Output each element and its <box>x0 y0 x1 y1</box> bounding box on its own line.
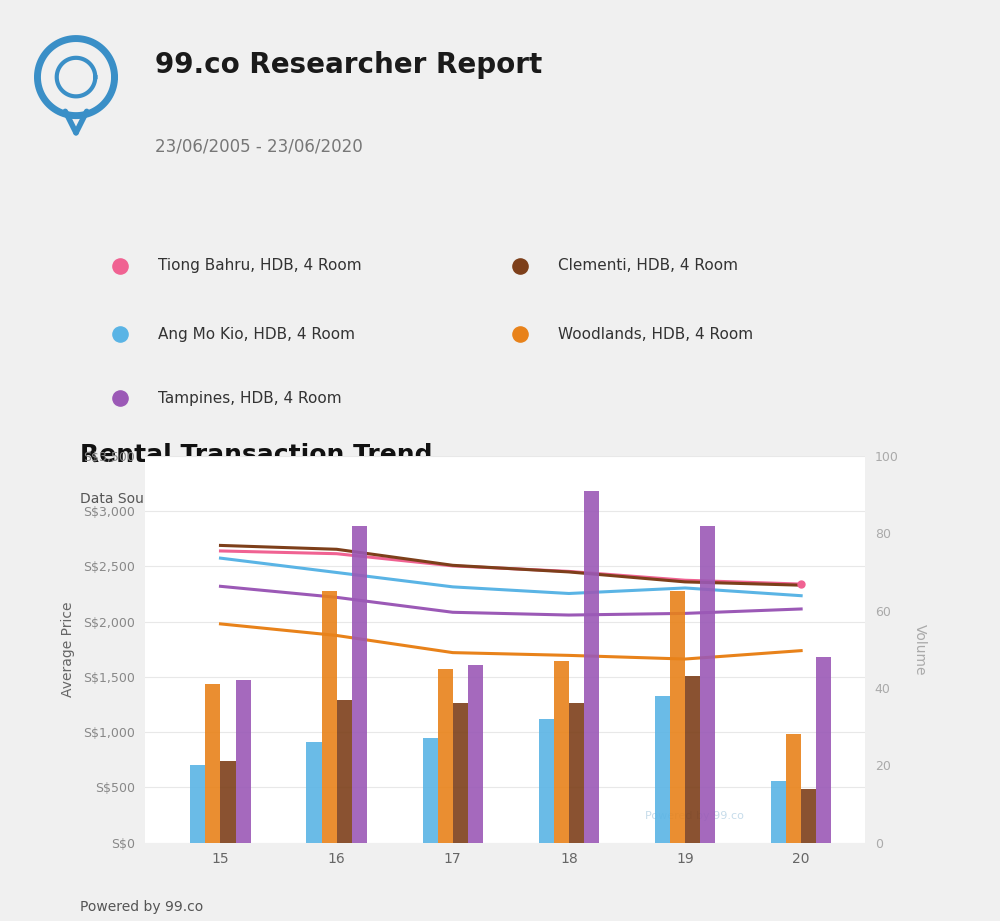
Text: Rental Transaction Trend: Rental Transaction Trend <box>80 443 432 467</box>
Text: Data Source: URA, Realis and 99.co: Data Source: URA, Realis and 99.co <box>80 493 326 507</box>
Text: 99.co Researcher Report: 99.co Researcher Report <box>155 52 542 79</box>
Bar <box>685 676 700 843</box>
Bar <box>352 526 367 843</box>
Bar <box>569 704 584 843</box>
Text: Clementi, HDB, 4 Room: Clementi, HDB, 4 Room <box>558 258 738 273</box>
Text: Tiong Bahru, HDB, 4 Room: Tiong Bahru, HDB, 4 Room <box>158 258 362 273</box>
Bar <box>438 669 453 843</box>
Bar <box>236 681 251 843</box>
Bar <box>306 742 322 843</box>
Y-axis label: Average Price: Average Price <box>61 601 75 697</box>
Text: Powered by 99.co: Powered by 99.co <box>80 900 203 914</box>
Text: Ang Mo Kio, HDB, 4 Room: Ang Mo Kio, HDB, 4 Room <box>158 327 355 342</box>
Text: Powered by 99.co: Powered by 99.co <box>645 811 744 822</box>
Bar <box>584 491 599 843</box>
Text: Tampines, HDB, 4 Room: Tampines, HDB, 4 Room <box>158 391 342 406</box>
Bar <box>322 591 337 843</box>
Bar <box>423 739 438 843</box>
Bar <box>220 762 236 843</box>
Bar <box>700 526 715 843</box>
Bar <box>655 695 670 843</box>
Bar <box>816 657 831 843</box>
Bar <box>453 704 468 843</box>
Bar <box>205 684 220 843</box>
Text: 23/06/2005 - 23/06/2020: 23/06/2005 - 23/06/2020 <box>155 137 363 155</box>
Bar <box>554 661 569 843</box>
Bar <box>468 665 483 843</box>
Bar <box>337 700 352 843</box>
Bar <box>786 734 801 843</box>
Text: Woodlands, HDB, 4 Room: Woodlands, HDB, 4 Room <box>558 327 753 342</box>
Bar <box>771 781 786 843</box>
Bar <box>190 765 205 843</box>
Bar <box>670 591 685 843</box>
Bar <box>801 788 816 843</box>
Y-axis label: Volume: Volume <box>912 624 926 675</box>
Bar <box>539 719 554 843</box>
